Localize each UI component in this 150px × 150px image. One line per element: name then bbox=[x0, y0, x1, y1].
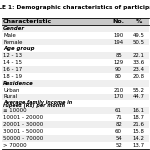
Text: 61: 61 bbox=[115, 108, 122, 113]
Text: 13.7: 13.7 bbox=[133, 142, 145, 148]
Text: TABLE 1: Demographic characteristics of participants: TABLE 1: Demographic characteristics of … bbox=[0, 4, 150, 9]
Text: 44.7: 44.7 bbox=[133, 94, 145, 99]
Text: 50.5: 50.5 bbox=[133, 40, 145, 45]
Text: Residence: Residence bbox=[3, 81, 34, 86]
Text: 23.4: 23.4 bbox=[133, 67, 145, 72]
Text: 20001 - 30000: 20001 - 30000 bbox=[3, 122, 43, 127]
Text: 80: 80 bbox=[115, 74, 122, 79]
Text: 14 - 15: 14 - 15 bbox=[3, 60, 22, 65]
Text: 170: 170 bbox=[113, 94, 124, 99]
Text: ≤ 10000: ≤ 10000 bbox=[3, 108, 27, 113]
Text: No.: No. bbox=[112, 19, 124, 24]
Text: Urban: Urban bbox=[3, 88, 20, 93]
Text: 15.8: 15.8 bbox=[133, 129, 145, 134]
Text: 10001 - 20000: 10001 - 20000 bbox=[3, 115, 43, 120]
Text: Rural: Rural bbox=[3, 94, 17, 99]
Text: 12 - 13: 12 - 13 bbox=[3, 53, 22, 58]
Text: rupees (Rs) per month: rupees (Rs) per month bbox=[3, 103, 65, 108]
Text: 54: 54 bbox=[115, 136, 122, 141]
Text: 71: 71 bbox=[115, 115, 122, 120]
Text: 30001 - 50000: 30001 - 50000 bbox=[3, 129, 43, 134]
Text: > 70000: > 70000 bbox=[3, 142, 27, 148]
Text: 190: 190 bbox=[113, 33, 124, 38]
Text: 20.8: 20.8 bbox=[133, 74, 145, 79]
Text: 82: 82 bbox=[115, 122, 122, 127]
Text: 22.1: 22.1 bbox=[133, 53, 145, 58]
Text: 50000 - 70000: 50000 - 70000 bbox=[3, 136, 43, 141]
Text: 85: 85 bbox=[115, 53, 122, 58]
Text: 129: 129 bbox=[113, 60, 124, 65]
Text: 18 - 19: 18 - 19 bbox=[3, 74, 22, 79]
Text: Male: Male bbox=[3, 33, 16, 38]
Text: 33.6: 33.6 bbox=[133, 60, 145, 65]
Text: 210: 210 bbox=[113, 88, 124, 93]
Text: %: % bbox=[136, 19, 142, 24]
Text: Characteristic: Characteristic bbox=[3, 19, 52, 24]
Text: Female: Female bbox=[3, 40, 22, 45]
Text: 49.5: 49.5 bbox=[133, 33, 145, 38]
Text: 21.6: 21.6 bbox=[133, 122, 145, 127]
Text: 16.1: 16.1 bbox=[133, 108, 145, 113]
Text: 90: 90 bbox=[115, 67, 122, 72]
Text: 18.7: 18.7 bbox=[133, 115, 145, 120]
Text: 55.2: 55.2 bbox=[133, 88, 145, 93]
Text: 194: 194 bbox=[113, 40, 124, 45]
Text: 16 - 17: 16 - 17 bbox=[3, 67, 22, 72]
Text: 52: 52 bbox=[115, 142, 122, 148]
Text: Gender: Gender bbox=[3, 26, 25, 31]
Text: 60: 60 bbox=[115, 129, 122, 134]
Text: Average family income in: Average family income in bbox=[3, 100, 72, 105]
Text: Age group: Age group bbox=[3, 46, 34, 51]
Text: 14.2: 14.2 bbox=[133, 136, 145, 141]
